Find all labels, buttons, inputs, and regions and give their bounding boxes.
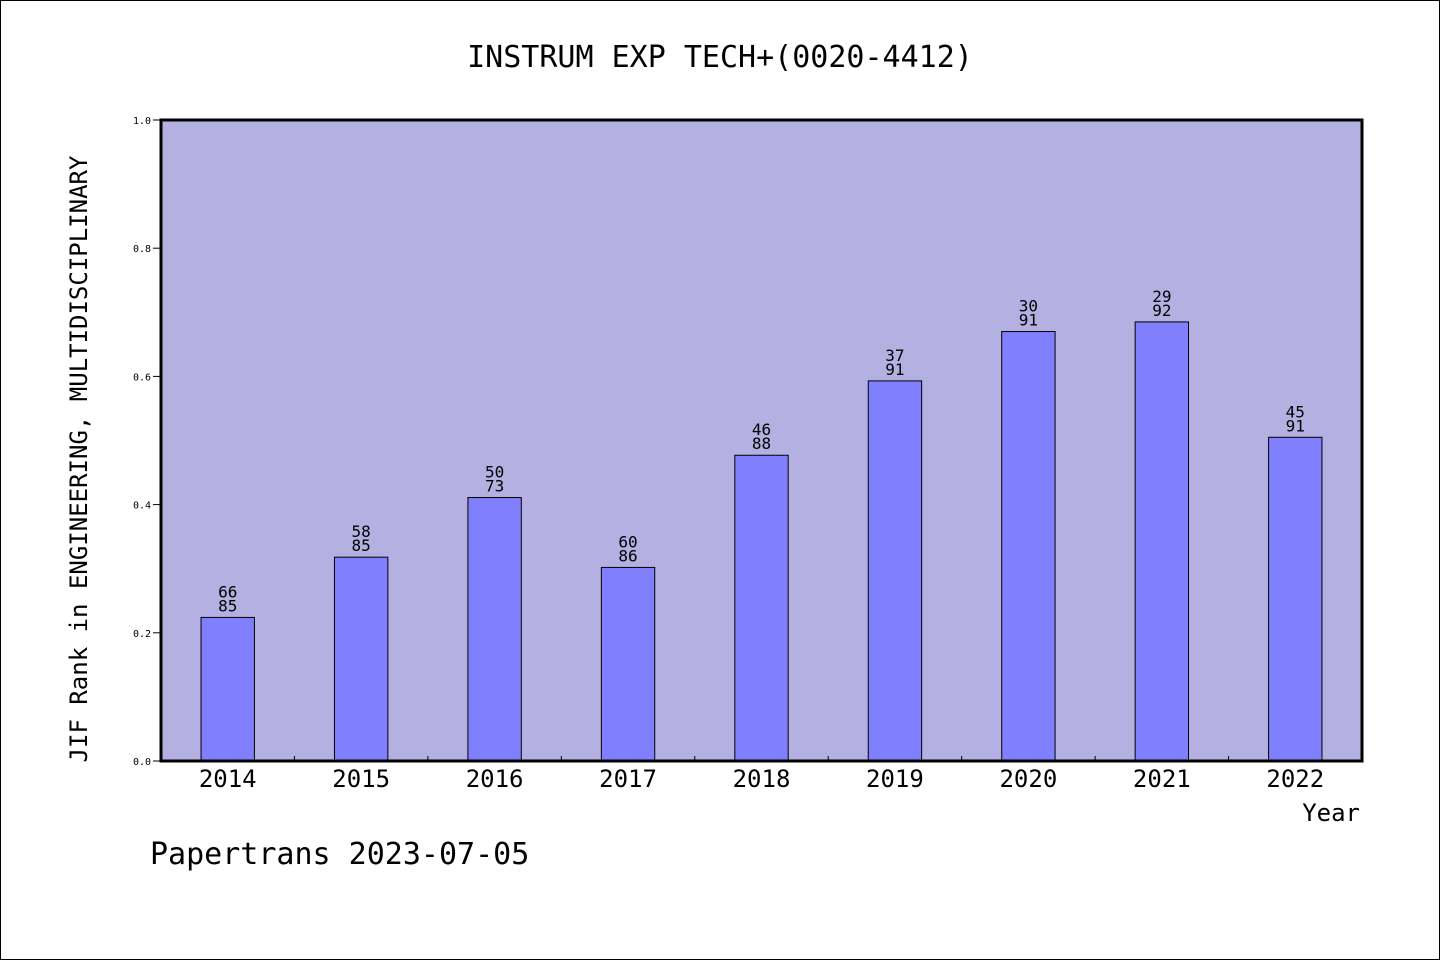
y-tick-label: 0.0 — [133, 757, 151, 768]
x-tick-label: 2022 — [1266, 765, 1324, 793]
bar-rank-label: 45 — [1286, 402, 1305, 421]
bar-2016 — [467, 497, 522, 762]
x-axis-title: Year — [1302, 799, 1360, 827]
x-tick-label: 2014 — [199, 765, 257, 793]
bar-total-label: 91 — [1019, 311, 1038, 330]
x-tick-label: 2018 — [733, 765, 791, 793]
bar-total-label: 85 — [218, 596, 237, 615]
plot-border — [159, 118, 1364, 763]
bar-rank-label: 29 — [1152, 287, 1171, 306]
bar-total-label: 91 — [885, 360, 904, 379]
bar-total-label: 88 — [752, 434, 771, 453]
bar-total-label: 86 — [618, 546, 637, 565]
bar-rank-label: 50 — [485, 463, 504, 482]
credit-text: Papertrans 2023-07-05 — [150, 837, 529, 872]
y-axis-title: JIF Rank in ENGINEERING, MULTIDISCIPLINA… — [65, 155, 93, 762]
y-tick-label: 1.0 — [133, 116, 151, 127]
y-axis: 0.0 0.2 0.4 0.6 0.8 1.0 — [133, 116, 161, 768]
bar-rank-label: 46 — [752, 420, 771, 439]
y-tick-label: 0.4 — [133, 501, 151, 512]
bar-rank-label: 60 — [618, 532, 637, 551]
bar-rank-label: 66 — [218, 582, 237, 601]
bar-total-label: 91 — [1286, 416, 1305, 435]
x-tick-label: 2016 — [466, 765, 524, 793]
bar-2020 — [1001, 331, 1056, 762]
y-tick-label: 0.8 — [133, 244, 151, 255]
bar-2017 — [600, 566, 656, 762]
bar-2019 — [867, 380, 923, 762]
x-axis: 2014 2015 2016 2017 2018 2019 2020 2021 2022 — [199, 756, 1324, 793]
chart-title: INSTRUM EXP TECH+(0020-4412) — [467, 40, 973, 75]
y-tick-label: 0.2 — [133, 629, 151, 640]
bar-total-label: 85 — [352, 536, 371, 555]
bar-rank-label: 37 — [885, 346, 904, 365]
bar-2015 — [333, 556, 389, 762]
bar-2022 — [1268, 436, 1323, 762]
bar-rank-label: 30 — [1019, 297, 1038, 316]
x-tick-label: 2015 — [332, 765, 390, 793]
bar-2018 — [734, 454, 789, 762]
x-tick-label: 2019 — [866, 765, 924, 793]
bar-total-label: 73 — [485, 477, 504, 496]
x-tick-label: 2020 — [999, 765, 1057, 793]
bar-total-label: 92 — [1152, 301, 1171, 320]
bar-rank-label: 58 — [352, 522, 371, 541]
x-tick-label: 2017 — [599, 765, 657, 793]
x-tick-label: 2021 — [1133, 765, 1191, 793]
bar-2021 — [1134, 321, 1190, 762]
bar-2014 — [200, 616, 255, 762]
y-tick-label: 0.6 — [133, 372, 151, 383]
